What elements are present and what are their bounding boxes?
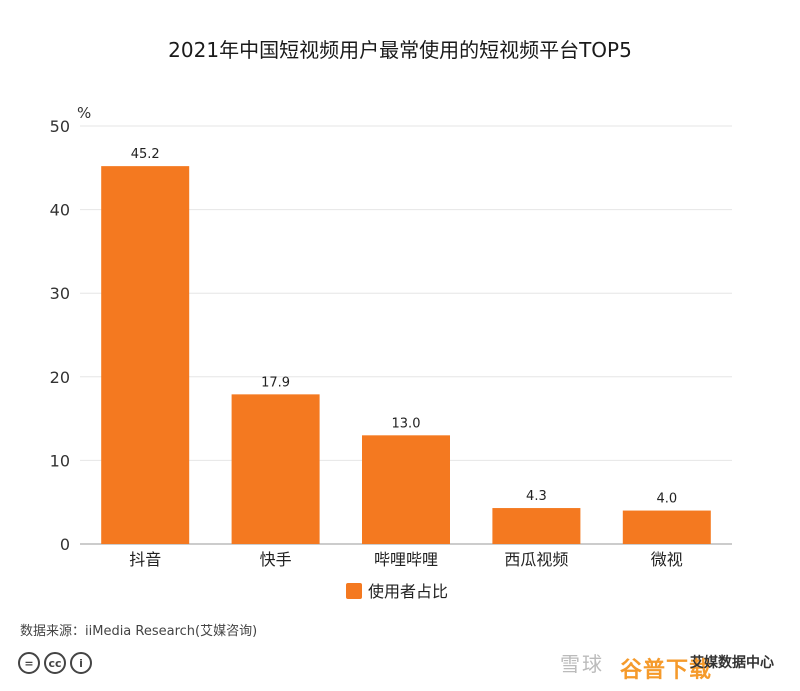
y-tick-label: 50 (50, 117, 70, 136)
data-label: 45.2 (131, 147, 160, 162)
imedia-logo: 艾媒数据中心 (690, 655, 774, 671)
x-tick-label: 微视 (651, 550, 683, 569)
data-label: 4.3 (526, 489, 547, 504)
x-tick-label: 哔哩哔哩 (374, 550, 438, 569)
xueqiu-watermark: 雪球 (560, 652, 604, 676)
y-tick-label: 10 (50, 451, 70, 470)
data-label: 4.0 (656, 492, 677, 507)
x-tick-label: 快手 (260, 550, 292, 569)
data-label: 17.9 (261, 375, 290, 390)
y-tick-label: 30 (50, 284, 70, 303)
nd-icon: = (18, 652, 40, 674)
bar (492, 508, 581, 544)
by-icon: i (70, 652, 92, 674)
chart-title: 2021年中国短视频用户最常使用的短视频平台TOP5 (168, 38, 632, 62)
legend-label: 使用者占比 (368, 582, 448, 601)
legend-swatch (346, 583, 362, 599)
x-tick-label: 西瓜视频 (504, 550, 568, 569)
y-tick-label: 40 (50, 201, 70, 220)
bar (231, 394, 320, 544)
data-label: 13.0 (392, 416, 421, 431)
x-tick-label: 抖音 (129, 550, 161, 569)
data-source: 数据来源：iiMedia Research(艾媒咨询) (20, 624, 258, 639)
y-unit-label: % (77, 104, 91, 122)
bar (101, 166, 190, 545)
bar-chart: 0 10 20 30 40 50% 45.2 抖音 17.9 快手 13.0 哔哩哔哩 4.3 西瓜视频 4… (50, 104, 732, 601)
y-tick-label: 20 (50, 368, 70, 387)
site-watermark: 谷普下载 (620, 658, 713, 683)
y-tick-label: 0 (60, 535, 70, 554)
bar (622, 510, 711, 544)
cc-license-icons: = cc i (18, 652, 92, 674)
bar (362, 435, 450, 544)
cc-icon: cc (44, 652, 66, 674)
